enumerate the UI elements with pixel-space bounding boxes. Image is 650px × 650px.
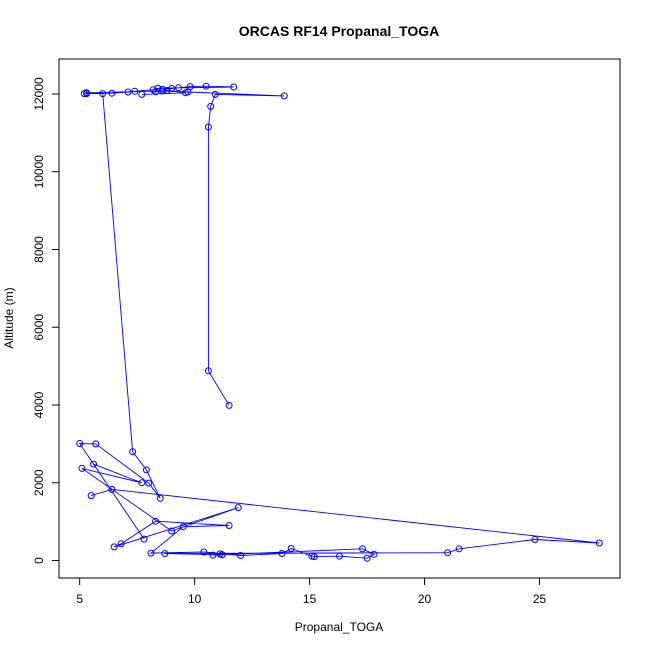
y-tick-label: 6000 bbox=[32, 314, 46, 341]
data-point bbox=[455, 545, 463, 553]
data-point bbox=[278, 550, 286, 557]
x-tick-label: 25 bbox=[533, 592, 547, 606]
data-point bbox=[237, 552, 245, 559]
data-point bbox=[359, 545, 366, 553]
data-point bbox=[124, 88, 132, 96]
plot-frame bbox=[58, 58, 621, 579]
data-point bbox=[209, 551, 217, 559]
data-point bbox=[161, 550, 169, 557]
data-point bbox=[204, 123, 212, 131]
x-tick-label: 10 bbox=[188, 592, 202, 606]
y-tick-label: 12000 bbox=[32, 77, 46, 111]
data-point bbox=[287, 545, 295, 552]
data-point bbox=[230, 83, 238, 91]
chart-title: ORCAS RF14 Propanal_TOGA bbox=[239, 23, 439, 39]
series-line bbox=[78, 90, 600, 559]
x-tick-label: 20 bbox=[418, 592, 432, 606]
data-point bbox=[145, 479, 153, 487]
x-tick-label: 5 bbox=[76, 592, 83, 606]
data-point bbox=[131, 87, 139, 95]
data-point bbox=[108, 485, 116, 493]
plot-series bbox=[76, 82, 603, 562]
data-point bbox=[225, 522, 233, 529]
y-axis: 0 2000 4000 6000 8000 10000 12000 bbox=[32, 77, 60, 564]
data-point bbox=[154, 84, 162, 92]
data-point bbox=[76, 440, 84, 447]
data-point bbox=[444, 549, 452, 557]
data-point bbox=[179, 523, 187, 531]
data-point bbox=[186, 83, 194, 91]
data-point bbox=[90, 460, 97, 468]
data-point bbox=[149, 86, 157, 94]
data-point bbox=[92, 440, 100, 448]
data-point bbox=[207, 102, 215, 110]
data-point bbox=[147, 549, 155, 557]
data-point bbox=[370, 550, 378, 558]
data-point bbox=[108, 89, 116, 97]
data-point bbox=[142, 466, 150, 474]
data-point bbox=[87, 492, 95, 500]
y-axis-label: Altitude (m) bbox=[2, 287, 16, 348]
data-point bbox=[159, 85, 166, 93]
data-point bbox=[595, 539, 603, 547]
data-point bbox=[531, 536, 539, 543]
data-point bbox=[182, 89, 189, 97]
data-point bbox=[363, 554, 371, 562]
data-point bbox=[280, 92, 288, 100]
data-point bbox=[234, 504, 242, 512]
data-point bbox=[138, 479, 146, 487]
y-tick-label: 8000 bbox=[32, 236, 46, 263]
data-point bbox=[152, 88, 160, 96]
data-point bbox=[110, 543, 118, 551]
data-point bbox=[202, 82, 210, 90]
data-point bbox=[200, 548, 208, 556]
data-point bbox=[78, 464, 86, 472]
x-axis-label: Propanal_TOGA bbox=[295, 620, 384, 634]
data-point bbox=[218, 551, 226, 559]
y-tick-label: 10000 bbox=[32, 155, 46, 189]
x-axis: 5 10 15 20 25 bbox=[76, 577, 547, 606]
x-tick-label: 15 bbox=[303, 592, 317, 606]
data-point bbox=[140, 535, 148, 543]
data-point bbox=[129, 448, 137, 456]
data-point bbox=[225, 401, 233, 409]
data-point bbox=[204, 367, 212, 375]
data-point bbox=[175, 84, 183, 92]
data-point bbox=[138, 90, 146, 98]
data-point bbox=[152, 517, 160, 525]
data-point bbox=[168, 527, 176, 535]
y-tick-label: 0 bbox=[32, 557, 46, 564]
y-tick-label: 4000 bbox=[32, 391, 46, 418]
data-point bbox=[83, 90, 91, 98]
data-point bbox=[310, 553, 318, 561]
data-point bbox=[156, 494, 164, 502]
y-tick-label: 2000 bbox=[32, 469, 46, 496]
data-point bbox=[336, 552, 343, 560]
data-point bbox=[211, 90, 219, 98]
data-point bbox=[117, 540, 125, 548]
data-point bbox=[168, 85, 176, 92]
data-point bbox=[163, 87, 171, 94]
